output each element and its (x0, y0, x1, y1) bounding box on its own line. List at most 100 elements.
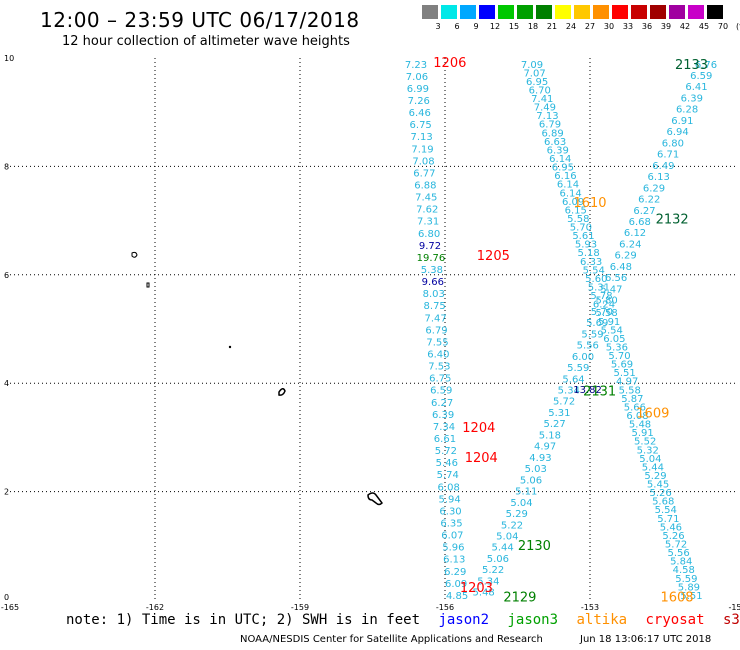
color-scale-label: 21 (546, 22, 558, 31)
wave-height-value: 5.69 (611, 360, 633, 371)
color-swatch (555, 5, 571, 19)
wave-height-value: 6.33 (580, 257, 602, 268)
wave-height-value: 6.39 (432, 410, 454, 421)
wave-height-value: 6.61 (434, 434, 456, 445)
wave-height-value: 5.64 (562, 374, 584, 385)
color-swatch (536, 5, 552, 19)
wave-height-value: 5.58 (567, 214, 589, 225)
wave-height-value: 6.05 (603, 334, 625, 345)
pass-time-label: 2133 (675, 58, 708, 73)
wave-height-value: 6.79 (539, 120, 561, 131)
color-swatch (441, 5, 457, 19)
wave-height-value: 6.35 (440, 518, 462, 529)
wave-height-value: 5.29 (644, 471, 666, 482)
wave-height-value: 6.13 (443, 555, 465, 566)
color-scale-label: 18 (527, 22, 539, 31)
wave-height-value: 6.24 (593, 300, 615, 311)
y-tick-label: 6 (4, 271, 9, 280)
x-tick-label: -159 (291, 603, 309, 612)
color-scale-label: 45 (698, 22, 710, 31)
wave-height-value: 7.26 (408, 96, 430, 107)
wave-height-value: 5.56 (577, 341, 599, 352)
wave-height-value: 5.26 (649, 488, 671, 499)
wave-height-value: 6.09 (562, 197, 584, 208)
wave-height-value: 6.29 (643, 183, 665, 194)
wave-height-value: 6.99 (407, 84, 429, 95)
wave-height-value: 5.04 (496, 532, 518, 543)
color-swatch (669, 5, 685, 19)
wave-height-value: 5.26 (662, 531, 684, 542)
wave-height-value: 5.70 (570, 223, 592, 234)
wave-height-value: 5.51 (680, 591, 702, 602)
color-scale-label: 30 (603, 22, 615, 31)
island-outline (367, 492, 383, 506)
wave-height-value: 6.00 (572, 352, 594, 363)
wave-height-value: 5.31 (588, 283, 610, 294)
wave-height-value: 7.08 (412, 156, 434, 167)
wave-height-value: 5.91 (631, 428, 653, 439)
wave-height-value: 7.41 (531, 94, 553, 105)
wave-height-value: 6.15 (565, 205, 587, 216)
wave-height-value: 5.72 (553, 397, 575, 408)
wave-height-values: 7.237.066.997.266.466.757.137.197.086.77… (405, 60, 717, 602)
wave-height-value: 5.68 (652, 497, 674, 508)
wave-height-value: 6.29 (444, 567, 466, 578)
color-scale-label: 9 (473, 22, 479, 31)
wave-height-value: 6.80 (418, 229, 440, 240)
wave-height-value: 8.03 (423, 289, 445, 300)
wave-height-value: 6.22 (638, 195, 660, 206)
wave-height-value: 5.44 (642, 462, 664, 473)
wave-height-value: 9.66 (422, 277, 444, 288)
wave-height-value: 7.07 (523, 68, 545, 79)
wave-height-value: 5.59 (581, 329, 603, 340)
wave-height-value: 6.46 (409, 108, 431, 119)
wave-height-value: 6.89 (541, 128, 563, 139)
wave-height-value: 6.16 (554, 171, 576, 182)
wave-height-value: 6.48 (610, 262, 632, 273)
wave-height-value: 5.70 (608, 351, 630, 362)
wave-height-value: 7.13 (536, 111, 558, 122)
x-tick-label: -153 (581, 603, 599, 612)
wave-height-value: 5.71 (657, 514, 679, 525)
wave-height-value: 4.58 (673, 565, 695, 576)
pass-time-label: 2131 (583, 385, 616, 400)
color-swatch (631, 5, 647, 19)
wave-height-value: 6.14 (557, 180, 579, 191)
wave-height-value: 5.38 (421, 265, 443, 276)
wave-height-value: 5.31 (548, 408, 570, 419)
y-tick-label: 10 (4, 54, 14, 63)
wave-height-value: 6.75 (429, 374, 451, 385)
wave-height-value: 6.91 (671, 116, 693, 127)
color-scale-label: 39 (660, 22, 672, 31)
wave-height-value: 5.06 (487, 554, 509, 565)
wave-height-value: 9.72 (419, 241, 441, 252)
color-scale-label: 12 (489, 22, 501, 31)
pass-time-label: 1204 (465, 451, 498, 466)
wave-height-value: 6.14 (549, 154, 571, 165)
y-tick-label: 8 (4, 162, 9, 171)
wave-height-value: 5.78 (590, 291, 612, 302)
wave-height-value: 5.48 (473, 588, 495, 599)
wave-height-value: 6.77 (413, 168, 435, 179)
wave-height-value: 6.94 (666, 127, 688, 138)
wave-height-value: 4.97 (534, 442, 556, 453)
wave-height-value: 5.74 (437, 470, 459, 481)
wave-height-value: 6.39 (681, 93, 703, 104)
pass-time-label: 1610 (573, 196, 606, 211)
color-swatch (517, 5, 533, 19)
wave-height-value: 5.54 (583, 265, 605, 276)
wave-height-value: 5.47 (600, 284, 622, 295)
wave-height-value: 5.46 (660, 522, 682, 533)
wave-height-value: 7.13 (410, 132, 432, 143)
wave-height-value: 5.70 (591, 307, 613, 318)
wave-height-value: 7.09 (521, 60, 543, 71)
legend-s3a: s3a (722, 612, 740, 628)
wave-height-value: 5.94 (438, 494, 460, 505)
wave-height-value: 5.72 (665, 540, 687, 551)
wave-height-value: 5.89 (678, 582, 700, 593)
wave-height-value: 6.56 (605, 273, 627, 284)
wave-height-value: 5.22 (482, 565, 504, 576)
wave-height-value: 6.76 (695, 60, 717, 71)
wave-height-value: 5.22 (501, 520, 523, 531)
